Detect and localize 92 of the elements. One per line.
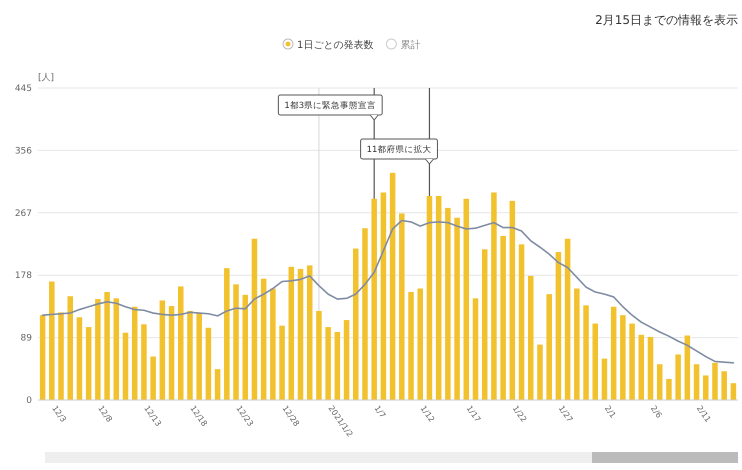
x-tick-label: 1/7: [372, 404, 388, 420]
chart-title: 2月15日までの情報を表示: [595, 13, 738, 27]
bar: [583, 305, 589, 400]
bar: [76, 317, 82, 400]
bar: [638, 334, 644, 400]
bar: [518, 244, 524, 400]
bar: [260, 278, 266, 400]
bar: [187, 310, 193, 400]
bar: [58, 312, 64, 400]
bar: [510, 200, 516, 400]
bar: [620, 315, 626, 400]
bar: [472, 298, 478, 400]
bar: [694, 364, 700, 400]
bar: [464, 198, 470, 400]
bar: [141, 324, 147, 400]
bar: [675, 354, 681, 400]
bar: [114, 298, 120, 400]
bar: [574, 288, 580, 400]
bar: [344, 320, 350, 400]
bar: [132, 306, 138, 400]
bar: [233, 284, 239, 400]
bar: [214, 369, 220, 400]
bar: [242, 294, 248, 400]
bar: [546, 294, 552, 400]
bar: [684, 335, 690, 400]
bar: [491, 192, 497, 400]
bar: [224, 268, 230, 400]
bar: [150, 356, 156, 400]
bar: [279, 326, 285, 400]
bar: [353, 248, 359, 400]
x-tick-label: 2/1: [602, 404, 618, 420]
bar: [206, 328, 212, 400]
bar: [86, 327, 92, 400]
bar: [629, 324, 635, 400]
bar: [399, 214, 405, 400]
bar: [168, 306, 174, 400]
bar: [436, 196, 442, 400]
bar: [656, 364, 662, 400]
bar: [380, 192, 386, 400]
bar: [417, 288, 423, 400]
bar: [666, 378, 672, 400]
bar: [316, 310, 322, 400]
bar: [482, 249, 488, 400]
bar: [252, 238, 258, 400]
bar: [721, 371, 727, 400]
y-tick-label: 0: [26, 396, 32, 406]
y-tick-label: 356: [14, 146, 32, 156]
bar: [445, 208, 451, 400]
bar: [325, 327, 331, 400]
y-tick-label: 89: [20, 334, 32, 344]
bar: [528, 276, 534, 400]
bar: [500, 236, 506, 400]
bar: [306, 265, 312, 400]
bar: [362, 228, 368, 400]
bar: [49, 282, 55, 400]
bar: [426, 196, 432, 400]
bar: [334, 332, 340, 400]
ref-line-label: 1都3県に緊急事態宣言: [284, 100, 376, 111]
bar: [454, 218, 460, 400]
y-tick-label: 178: [14, 271, 32, 282]
bar: [390, 172, 396, 400]
y-tick-label: 267: [14, 208, 32, 219]
bar: [104, 292, 110, 400]
bar: [160, 300, 166, 400]
bar: [712, 362, 718, 400]
bar: [592, 324, 598, 400]
y-tick-label: 445: [14, 84, 32, 94]
bar: [95, 299, 101, 400]
bar: [270, 288, 276, 400]
line-series: [42, 220, 734, 364]
bar: [67, 296, 73, 400]
bar: [298, 268, 304, 400]
bar: [196, 313, 202, 400]
x-tick-label: 2/6: [648, 404, 664, 420]
bar: [371, 198, 377, 400]
bar: [556, 252, 562, 400]
bar: [564, 238, 570, 400]
bar: [730, 383, 736, 400]
legend-label: 1日ごとの発表数: [297, 39, 374, 51]
bar: [610, 306, 616, 400]
bar: [408, 292, 414, 400]
bar: [122, 332, 128, 400]
text: 累計: [400, 39, 420, 51]
bar: [288, 266, 294, 400]
y-axis-title: [人]: [38, 72, 54, 83]
ref-line-label: 11都府県に拡大: [366, 144, 432, 155]
bar: [703, 375, 709, 400]
bar: [40, 315, 46, 400]
bar: [648, 336, 654, 400]
bar: [178, 286, 184, 400]
bar: [602, 358, 608, 400]
bar: [537, 344, 543, 400]
